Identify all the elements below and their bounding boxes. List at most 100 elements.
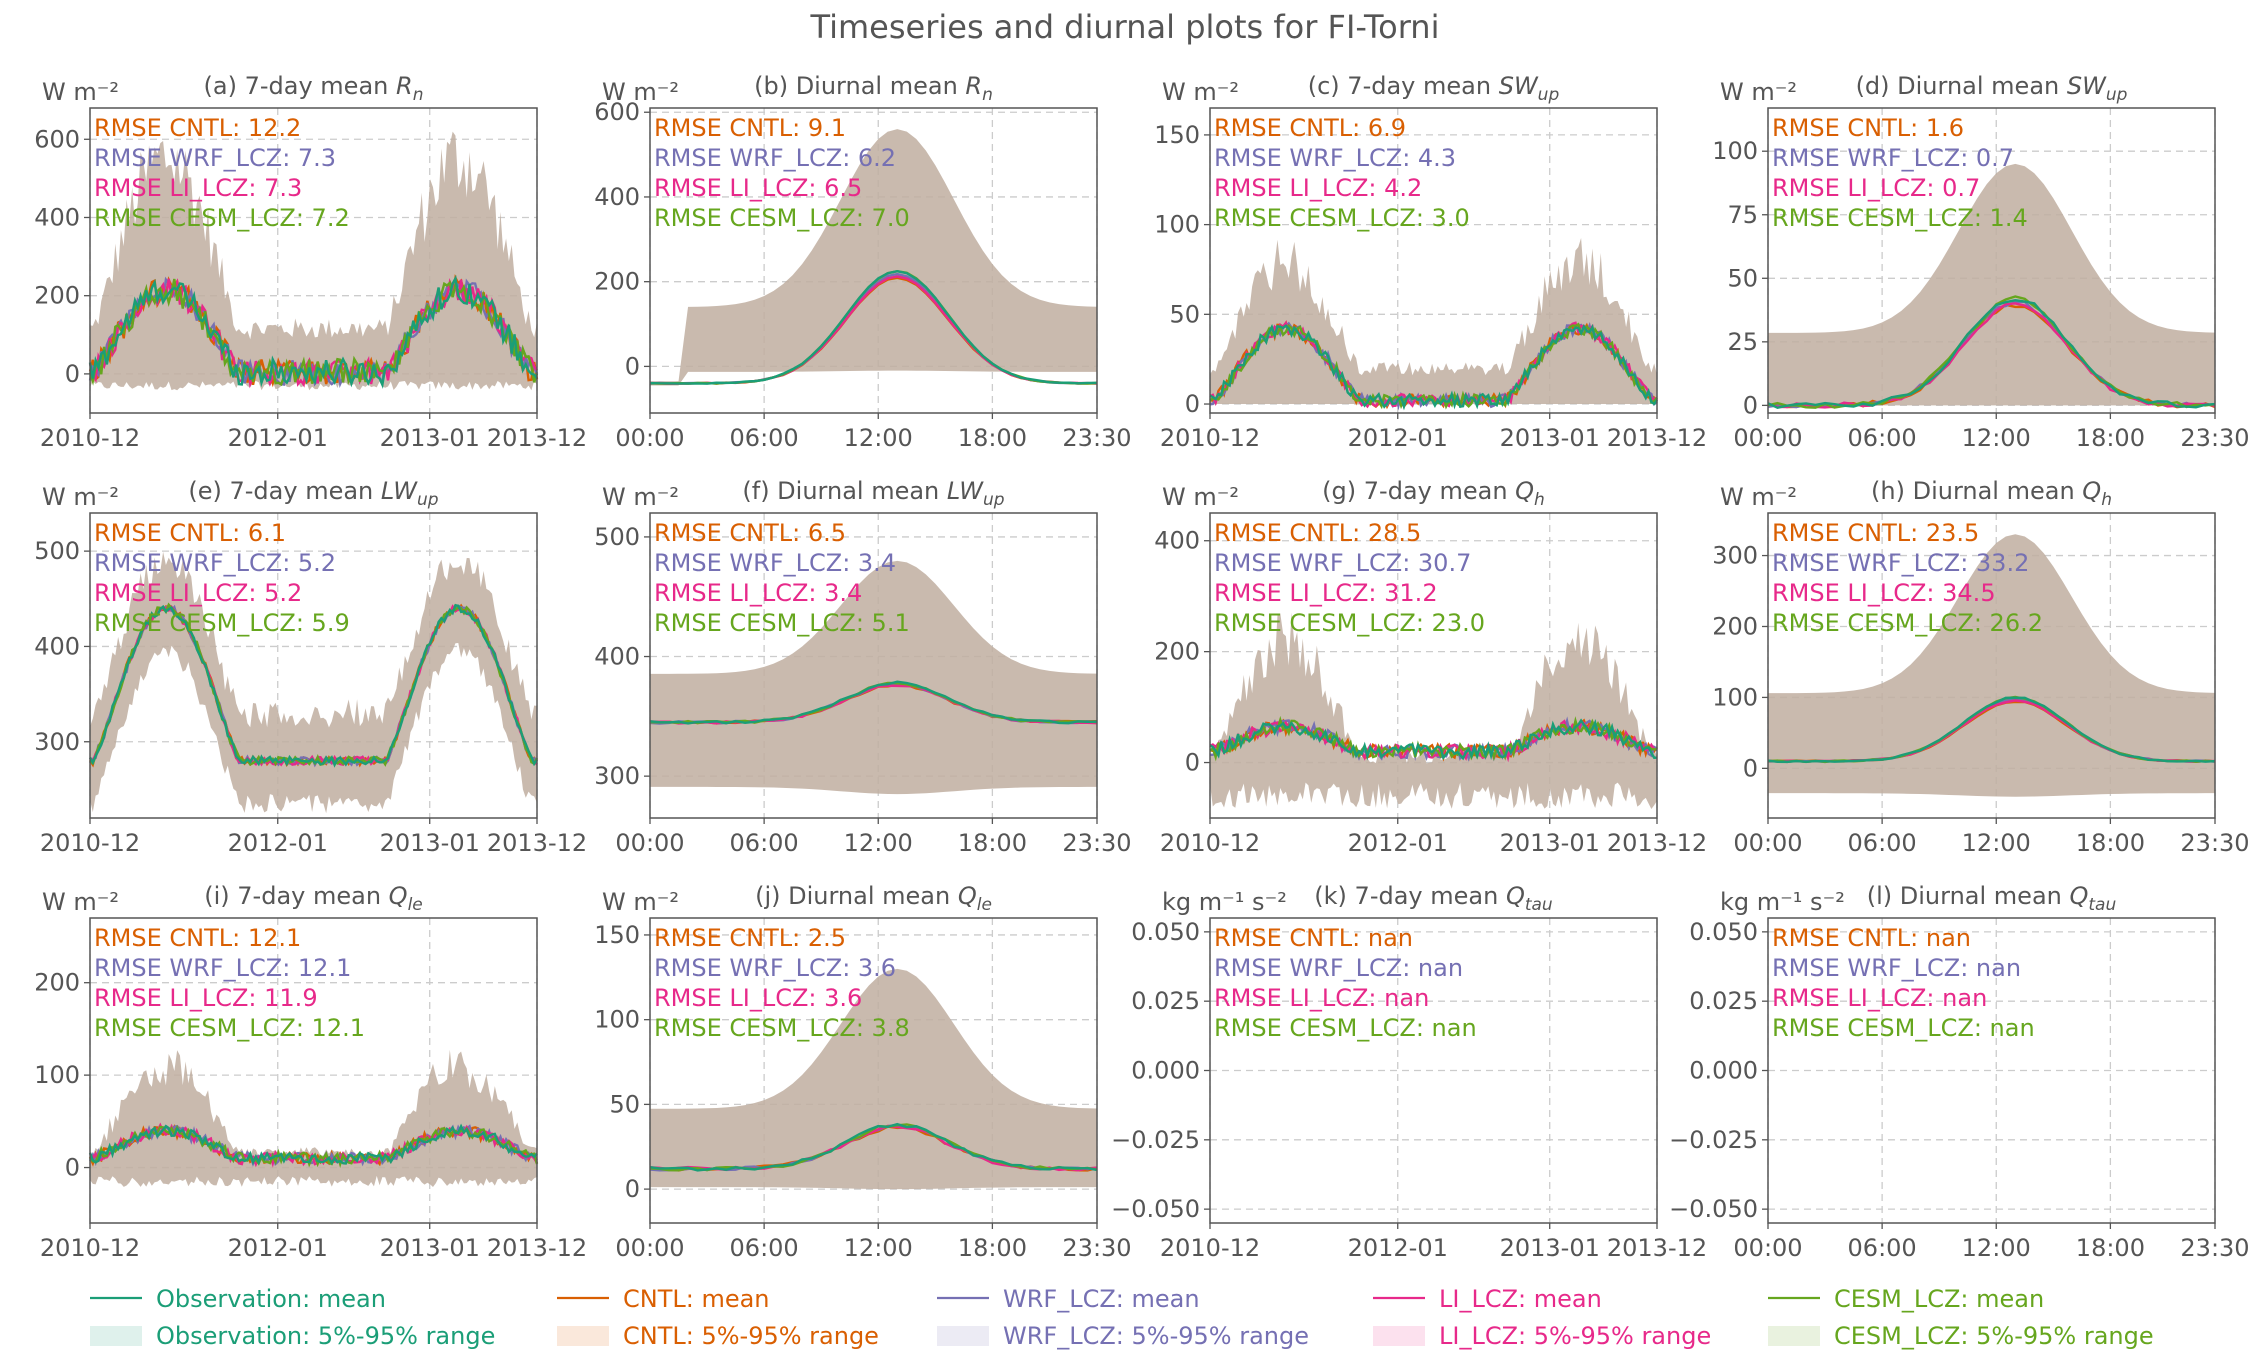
rmse-label: RMSE CESM_LCZ: 3.0 bbox=[1214, 204, 1470, 232]
x-tick-label: 00:00 bbox=[1733, 424, 1802, 452]
y-tick-label: 200 bbox=[594, 268, 640, 296]
y-unit-label: W m⁻² bbox=[1720, 78, 1797, 106]
legend-mean-label: CNTL: mean bbox=[623, 1285, 770, 1313]
rmse-label: RMSE CNTL: nan bbox=[1214, 924, 1413, 952]
rmse-label: RMSE LI_LCZ: 6.5 bbox=[654, 174, 862, 202]
x-tick-label: 00:00 bbox=[615, 829, 684, 857]
x-tick-label: 18:00 bbox=[2076, 1234, 2145, 1262]
y-tick-label: 500 bbox=[594, 523, 640, 551]
x-tick-label: 2013-01 bbox=[1500, 829, 1600, 857]
range-band bbox=[650, 560, 1097, 795]
panel-title: (b) Diurnal mean Rn bbox=[754, 72, 993, 105]
x-tick-label: 23:30 bbox=[1062, 1234, 1131, 1262]
rmse-label: RMSE CNTL: 6.9 bbox=[1214, 114, 1406, 142]
rmse-label: RMSE CNTL: 12.1 bbox=[94, 924, 301, 952]
legend-mean-label: Observation: mean bbox=[156, 1285, 386, 1313]
y-tick-label: 200 bbox=[1154, 638, 1200, 666]
y-tick-label: 100 bbox=[1712, 683, 1758, 711]
mean-line-LI_LCZ bbox=[88, 1122, 539, 1168]
y-tick-label: 75 bbox=[1727, 201, 1758, 229]
x-tick-label: 23:30 bbox=[1062, 424, 1131, 452]
rmse-label: RMSE CESM_LCZ: nan bbox=[1772, 1014, 2035, 1042]
x-tick-label: 2013-01 bbox=[380, 424, 480, 452]
panel-c: 0 50 100 150 2010-12 2012-01 2013-01 2013-12 (c)… bbox=[1154, 72, 1707, 452]
x-tick-label: 18:00 bbox=[2076, 424, 2145, 452]
x-tick-label: 2012-01 bbox=[1348, 424, 1448, 452]
legend: Observation: mean Observation: 5%-95% ran… bbox=[90, 1285, 2154, 1350]
rmse-label: RMSE CESM_LCZ: 23.0 bbox=[1214, 609, 1485, 637]
x-tick-label: 2013-01 bbox=[380, 1234, 480, 1262]
rmse-label: RMSE CNTL: 6.1 bbox=[94, 519, 286, 547]
rmse-label: RMSE CNTL: nan bbox=[1772, 924, 1971, 952]
y-tick-label: 200 bbox=[34, 282, 80, 310]
y-tick-label: 100 bbox=[1154, 211, 1200, 239]
x-tick-label: 18:00 bbox=[958, 1234, 1027, 1262]
x-tick-label: 23:30 bbox=[2180, 829, 2249, 857]
panel-j: 0 50 100 150 00:00 06:00 12:00 18:00 23:30 (j) Di… bbox=[594, 882, 1131, 1262]
x-tick-label: 2012-01 bbox=[1348, 1234, 1448, 1262]
panel-title: (c) 7-day mean SWup bbox=[1308, 72, 1560, 105]
x-tick-label: 06:00 bbox=[1848, 829, 1917, 857]
figure-title: Timeseries and diurnal plots for FI-Torn… bbox=[810, 8, 1440, 46]
x-tick-label: 18:00 bbox=[958, 829, 1027, 857]
rmse-label: RMSE LI_LCZ: 3.4 bbox=[654, 579, 862, 607]
y-tick-label: 300 bbox=[1712, 542, 1758, 570]
x-tick-label: 06:00 bbox=[1848, 1234, 1917, 1262]
y-tick-label: 200 bbox=[1712, 612, 1758, 640]
x-tick-label: 2013-01 bbox=[1500, 424, 1600, 452]
rmse-label: RMSE CNTL: 23.5 bbox=[1772, 519, 1979, 547]
axes-frame bbox=[1767, 107, 2216, 414]
y-unit-label: W m⁻² bbox=[1162, 483, 1239, 511]
panel-e: 300 400 500 2010-12 2012-01 2013-01 2013-12 (e)… bbox=[34, 477, 587, 857]
panel-title: (k) 7-day mean Qtau bbox=[1314, 882, 1553, 915]
rmse-label: RMSE CESM_LCZ: 26.2 bbox=[1772, 609, 2043, 637]
rmse-label: RMSE LI_LCZ: nan bbox=[1214, 984, 1429, 1012]
mean-line-Observation bbox=[1767, 696, 2216, 764]
y-tick-label: 100 bbox=[1712, 137, 1758, 165]
mean-line-Observation bbox=[1209, 718, 1658, 761]
x-tick-label: 12:00 bbox=[1962, 829, 2031, 857]
legend-mean-label: CESM_LCZ: mean bbox=[1834, 1285, 2044, 1313]
y-tick-label: 0 bbox=[1743, 391, 1758, 419]
x-tick-label: 2010-12 bbox=[40, 829, 140, 857]
range-band bbox=[650, 968, 1097, 1190]
panel-g: 0 200 400 2010-12 2012-01 2013-01 2013-12 (g) 7… bbox=[1154, 477, 1707, 857]
mean-line-LI_LCZ bbox=[1209, 320, 1658, 409]
legend-range-label: CESM_LCZ: 5%-95% range bbox=[1834, 1322, 2154, 1350]
rmse-label: RMSE CNTL: 1.6 bbox=[1772, 114, 1964, 142]
legend-range-label: WRF_LCZ: 5%-95% range bbox=[1003, 1322, 1309, 1350]
rmse-label: RMSE WRF_LCZ: 30.7 bbox=[1214, 549, 1471, 577]
rmse-label: RMSE LI_LCZ: 3.6 bbox=[654, 984, 862, 1012]
x-tick-label: 2013-12 bbox=[1607, 424, 1707, 452]
y-tick-label: 0 bbox=[625, 1175, 640, 1203]
x-tick-label: 2013-12 bbox=[487, 829, 587, 857]
panel-title: (f) Diurnal mean LWup bbox=[742, 477, 1004, 510]
x-tick-label: 2010-12 bbox=[1160, 424, 1260, 452]
x-tick-label: 2010-12 bbox=[40, 424, 140, 452]
y-unit-label: W m⁻² bbox=[1720, 483, 1797, 511]
rmse-label: RMSE LI_LCZ: 34.5 bbox=[1772, 579, 1996, 607]
rmse-label: RMSE WRF_LCZ: 7.3 bbox=[94, 144, 336, 172]
y-tick-label: 0.025 bbox=[1131, 987, 1200, 1015]
axes-frame bbox=[649, 107, 1098, 414]
y-tick-label: 50 bbox=[609, 1090, 640, 1118]
axes-frame bbox=[1209, 107, 1658, 414]
panel-k: −0.050 −0.025 0.000 0.025 0.050 2010-12 2012-0… bbox=[1111, 882, 1707, 1262]
x-tick-label: 2010-12 bbox=[1160, 1234, 1260, 1262]
x-tick-label: 06:00 bbox=[730, 829, 799, 857]
rmse-label: RMSE WRF_LCZ: 3.6 bbox=[654, 954, 896, 982]
y-tick-label: 300 bbox=[594, 762, 640, 790]
y-unit-label: W m⁻² bbox=[42, 78, 119, 106]
x-tick-label: 2012-01 bbox=[228, 829, 328, 857]
x-tick-label: 06:00 bbox=[730, 1234, 799, 1262]
y-tick-label: 400 bbox=[34, 632, 80, 660]
panel-d: 0 25 50 75 100 00:00 06:00 12:00 18:00 23:30 (d) D… bbox=[1712, 72, 2249, 452]
y-tick-label: 50 bbox=[1169, 300, 1200, 328]
panel-b: 0 200 400 600 00:00 06:00 12:00 18:00 23:30 (b) D… bbox=[594, 72, 1131, 452]
x-tick-label: 18:00 bbox=[2076, 829, 2145, 857]
legend-range-swatch bbox=[937, 1326, 989, 1346]
mean-line-Observation bbox=[1767, 298, 2216, 410]
panel-i: 0 100 200 2010-12 2012-01 2013-01 2013-12 (i) 7… bbox=[34, 882, 587, 1262]
x-tick-label: 2013-12 bbox=[1607, 829, 1707, 857]
y-tick-label: 400 bbox=[34, 203, 80, 231]
